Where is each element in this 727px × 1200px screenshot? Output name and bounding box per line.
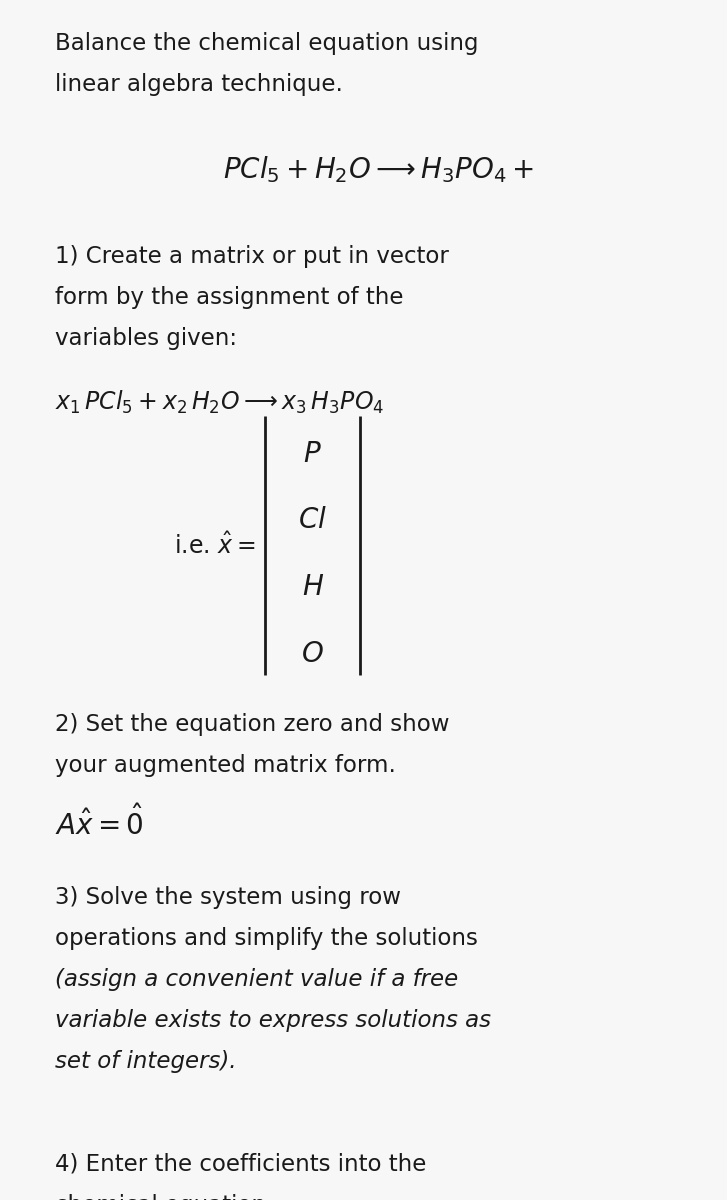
Text: form by the assignment of the: form by the assignment of the [55, 286, 403, 310]
Text: $\mathit{PCl_5} + \mathit{H_2O} \longrightarrow \mathit{H_3PO_4} +$: $\mathit{PCl_5} + \mathit{H_2O} \longrig… [222, 154, 534, 185]
Text: linear algebra technique.: linear algebra technique. [55, 73, 342, 96]
Text: chemical equation:: chemical equation: [55, 1194, 273, 1200]
Text: variable exists to express solutions as: variable exists to express solutions as [55, 1009, 491, 1032]
Text: i.e. $\hat{x} =$: i.e. $\hat{x} =$ [174, 533, 256, 559]
Text: $x_1\,\mathit{PCl_5} + x_2\,\mathit{H_2O} \longrightarrow x_3\,\mathit{H_3PO_4}$: $x_1\,\mathit{PCl_5} + x_2\,\mathit{H_2O… [55, 389, 384, 416]
Text: your augmented matrix form.: your augmented matrix form. [55, 754, 395, 776]
Text: variables given:: variables given: [55, 326, 236, 350]
Text: $\mathit{H}$: $\mathit{H}$ [302, 574, 324, 601]
Text: 2) Set the equation zero and show: 2) Set the equation zero and show [55, 713, 449, 736]
Text: operations and simplify the solutions: operations and simplify the solutions [55, 926, 478, 950]
Text: 1) Create a matrix or put in vector: 1) Create a matrix or put in vector [55, 245, 449, 268]
Text: $\mathit{Cl}$: $\mathit{Cl}$ [298, 506, 327, 534]
Text: $\mathit{O}$: $\mathit{O}$ [301, 640, 324, 668]
Text: $A\hat{x} = \hat{0}$: $A\hat{x} = \hat{0}$ [55, 805, 143, 841]
Text: set of integers).: set of integers). [55, 1050, 236, 1073]
Text: 4) Enter the coefficients into the: 4) Enter the coefficients into the [55, 1153, 426, 1176]
Text: $\mathit{P}$: $\mathit{P}$ [303, 440, 322, 468]
Text: Balance the chemical equation using: Balance the chemical equation using [55, 32, 478, 55]
Text: 3) Solve the system using row: 3) Solve the system using row [55, 886, 401, 910]
Text: (assign a convenient value if a free: (assign a convenient value if a free [55, 968, 458, 991]
